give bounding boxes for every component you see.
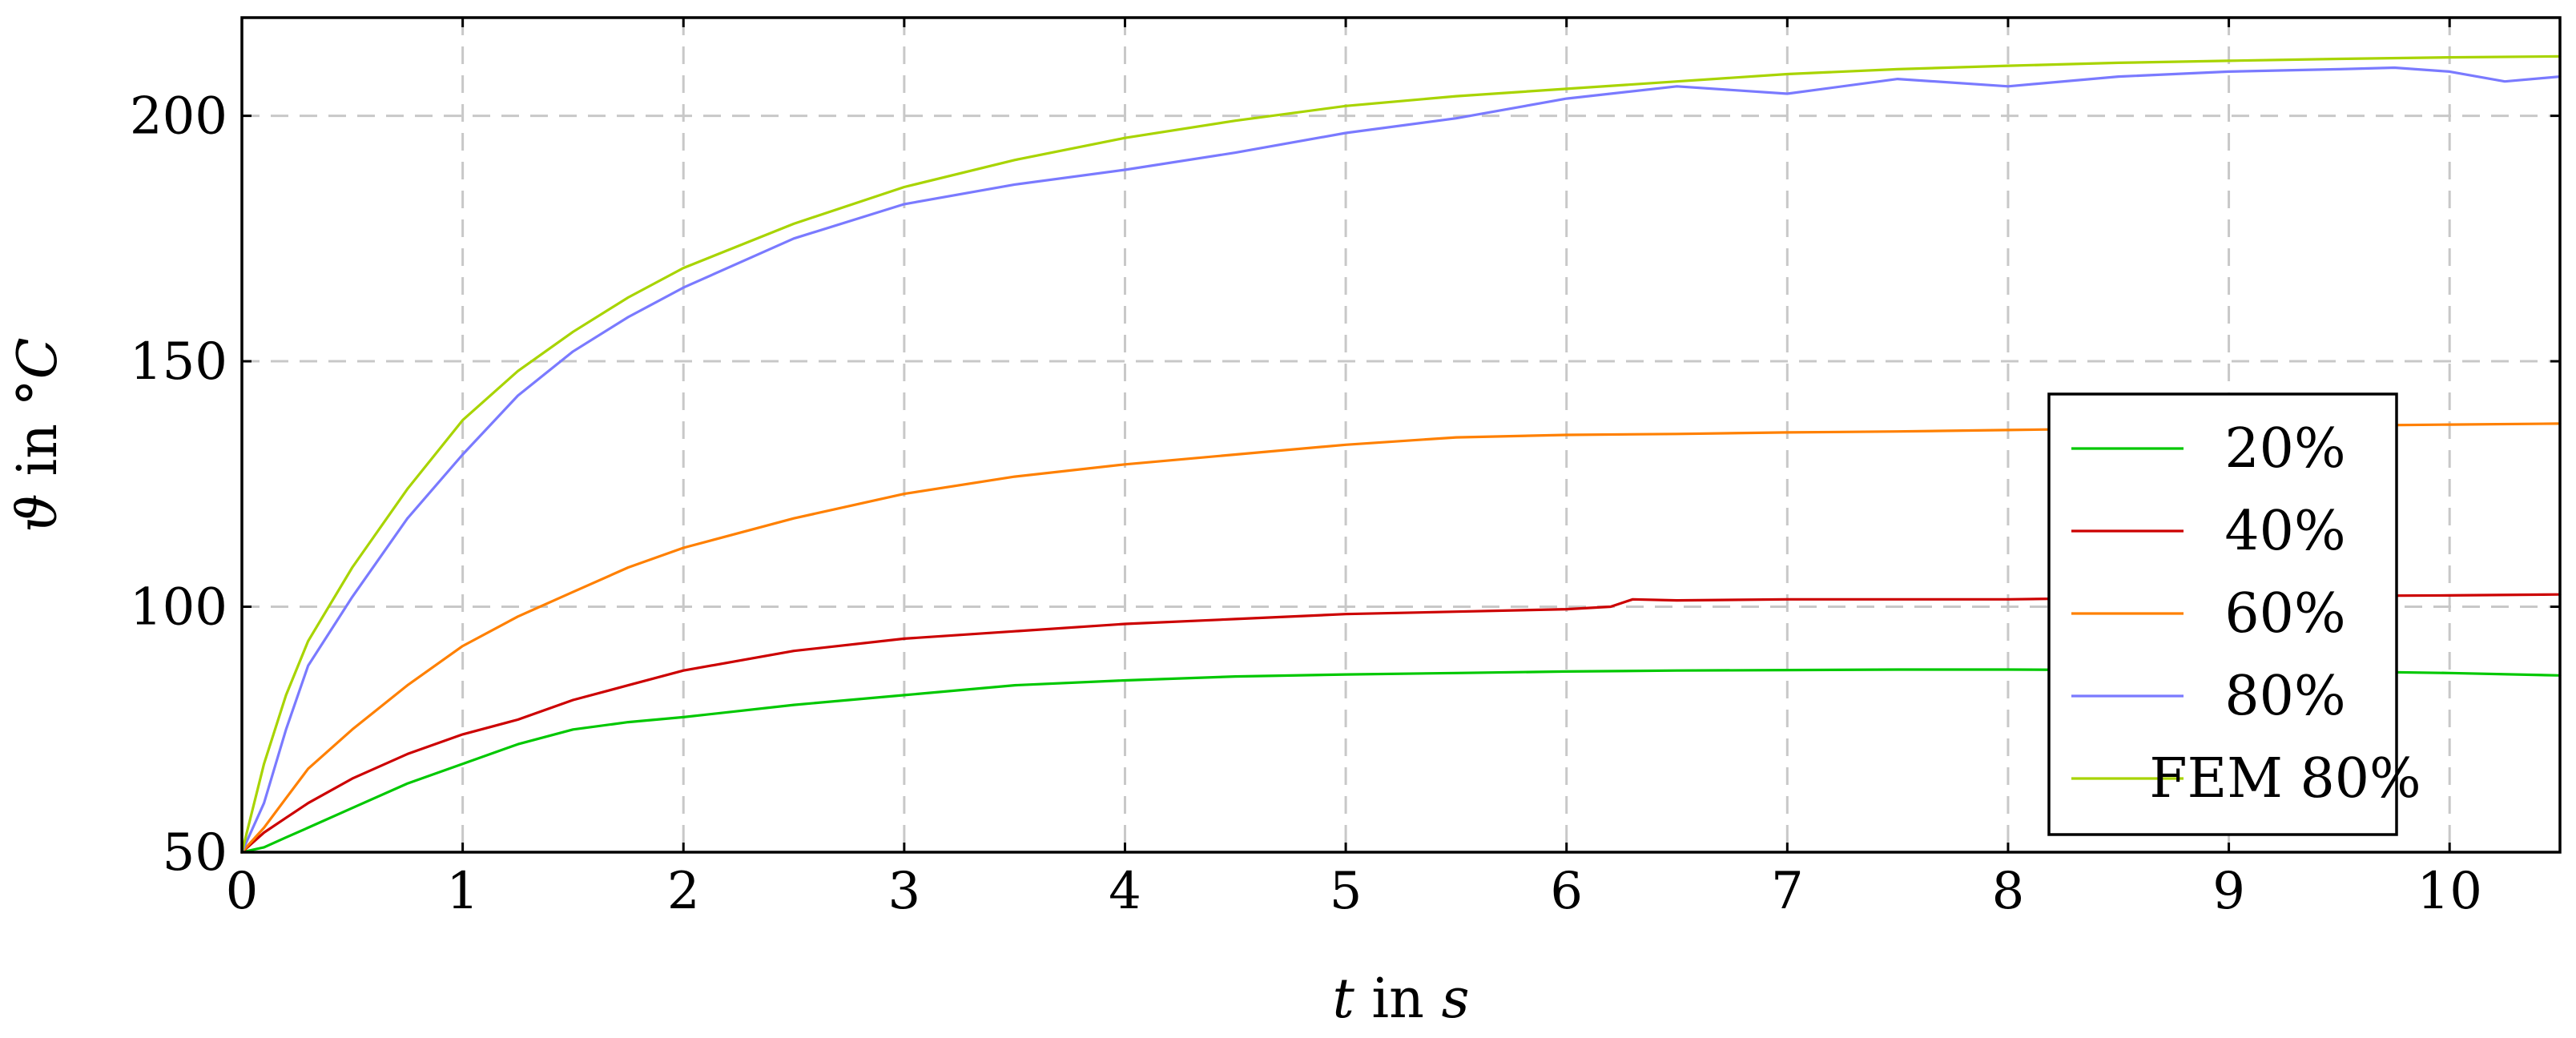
y-axis-label: ϑ in °C [6, 337, 70, 532]
x-tick-label: 4 [1109, 862, 1141, 921]
x-axis-ticks: 0 1 2 3 4 5 6 7 8 9 10 [226, 18, 2482, 921]
y-axis-unit: °C [6, 337, 70, 406]
x-tick-label: 10 [2417, 862, 2481, 921]
legend-item: FEM 80% [2071, 747, 2421, 811]
x-tick-label: 0 [226, 862, 259, 921]
legend-label: 80% [2224, 665, 2345, 728]
y-tick-label: 50 [163, 823, 227, 883]
legend-item: 80% [2071, 665, 2346, 728]
x-tick-label: 9 [2212, 862, 2245, 921]
series-line-40- [240, 593, 2562, 854]
x-tick-label: 5 [1330, 862, 1362, 921]
x-tick-label: 8 [1992, 862, 2025, 921]
legend-item: 60% [2071, 582, 2346, 646]
y-tick-label: 200 [130, 87, 227, 147]
x-axis-variable: t [1332, 968, 1354, 1031]
x-tick-label: 2 [667, 862, 700, 921]
y-axis-variable: ϑ [6, 493, 70, 533]
legend: 20% 40% 60% 80% FEM 80% [2047, 392, 2421, 836]
legend-label: 40% [2224, 500, 2345, 563]
plot-frame [240, 16, 2562, 854]
y-tick-label: 150 [130, 332, 227, 392]
x-tick-label: 7 [1771, 862, 1804, 921]
y-axis-label-text: in [6, 406, 70, 493]
series-line-fem-80- [240, 54, 2562, 854]
x-axis-unit: s [1442, 968, 1470, 1031]
x-axis-label-text: in [1354, 968, 1442, 1031]
y-tick-label: 100 [130, 578, 227, 638]
legend-item: 40% [2071, 500, 2346, 563]
legend-label: FEM 80% [2149, 747, 2421, 811]
x-tick-label: 6 [1550, 862, 1583, 921]
legend-items: 20% 40% 60% 80% FEM 80% [2071, 417, 2421, 811]
legend-label: 60% [2224, 582, 2345, 646]
series-layer [240, 54, 2562, 854]
x-tick-label: 3 [888, 862, 920, 921]
x-axis-label: t in s [1332, 968, 1469, 1031]
x-tick-label: 1 [446, 862, 479, 921]
series-line-80- [240, 66, 2562, 854]
legend-item: 20% [2071, 417, 2346, 481]
y-axis-ticks: 50 100 150 200 [130, 87, 2560, 883]
legend-label: 20% [2224, 417, 2345, 481]
